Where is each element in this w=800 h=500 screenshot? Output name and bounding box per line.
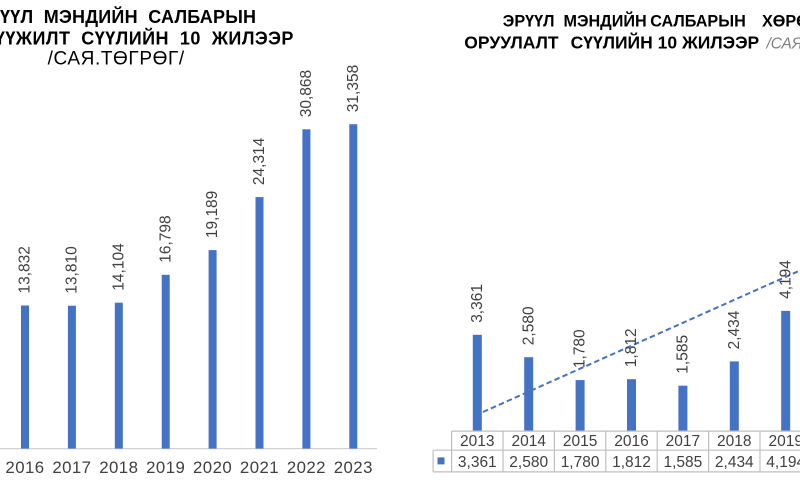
svg-text:2,580: 2,580 [509, 454, 548, 471]
svg-text:4,194: 4,194 [777, 260, 794, 299]
svg-text:1,780: 1,780 [572, 329, 589, 368]
svg-text:1,585: 1,585 [675, 335, 692, 374]
svg-text:3,361: 3,361 [469, 284, 486, 323]
svg-text:2,434: 2,434 [726, 310, 743, 349]
svg-text:19,189: 19,189 [204, 191, 221, 238]
svg-text:13,832: 13,832 [17, 246, 34, 293]
svg-text:2017: 2017 [666, 433, 700, 450]
svg-text:/САЯ.ТӨГРӨГ/: /САЯ.ТӨГРӨГ/ [48, 49, 185, 70]
svg-text:1,812: 1,812 [612, 454, 651, 471]
svg-text:ОРУУЛАЛТ: ОРУУЛАЛТ [464, 33, 559, 53]
svg-text:САЛБАРЫН: САЛБАРЫН [650, 13, 746, 31]
svg-text:2019: 2019 [768, 433, 800, 450]
svg-text:3,361: 3,361 [458, 454, 497, 471]
svg-text:ХӨРӨНГӨ: ХӨРӨНГӨ [762, 13, 800, 31]
svg-text:1,780: 1,780 [561, 454, 600, 471]
svg-text:ЭРҮҮЛ МЭНДИЙН САЛБАРЫН: ЭРҮҮЛ МЭНДИЙН САЛБАРЫН [0, 6, 256, 27]
svg-text:2018: 2018 [99, 458, 138, 477]
svg-text:2016: 2016 [5, 458, 44, 477]
svg-text:2014: 2014 [511, 433, 546, 450]
svg-text:2,434: 2,434 [715, 454, 754, 471]
svg-text:1,812: 1,812 [623, 328, 640, 367]
svg-text:2021: 2021 [240, 458, 279, 477]
svg-text:2017: 2017 [52, 458, 91, 477]
svg-text:2019: 2019 [146, 458, 185, 477]
svg-text:24,314: 24,314 [251, 137, 268, 185]
svg-text:2,580: 2,580 [520, 306, 537, 345]
svg-text:4,194: 4,194 [766, 454, 800, 471]
svg-text:2016: 2016 [614, 433, 648, 450]
svg-text:2013: 2013 [460, 433, 494, 450]
svg-text:2015: 2015 [563, 433, 597, 450]
svg-text:САНХҮҮЖИЛТ СҮҮЛИЙН 10 ЖИЛЭЭ: САНХҮҮЖИЛТ СҮҮЛИЙН 10 ЖИЛЭЭР [0, 28, 294, 49]
svg-text:30,868: 30,868 [298, 70, 315, 117]
svg-text:2022: 2022 [287, 458, 326, 477]
svg-text:13,810: 13,810 [64, 246, 81, 294]
svg-text:1,585: 1,585 [664, 454, 703, 471]
svg-text:ЭРҮҮЛ МЭНДИЙН: ЭРҮҮЛ МЭНДИЙН [503, 12, 647, 31]
svg-text:/САЯ.ТӨГРӨГ/: /САЯ.ТӨГРӨГ/ [766, 36, 800, 53]
svg-text:СҮҮЛИЙН 10 ЖИЛЭЭР: СҮҮЛИЙН 10 ЖИЛЭЭР [571, 32, 760, 53]
svg-text:2023: 2023 [334, 458, 373, 477]
svg-text:2018: 2018 [717, 433, 751, 450]
svg-text:16,798: 16,798 [157, 215, 174, 262]
svg-text:2020: 2020 [193, 458, 232, 477]
svg-text:14,104: 14,104 [110, 243, 127, 291]
svg-text:31,358: 31,358 [345, 65, 362, 112]
